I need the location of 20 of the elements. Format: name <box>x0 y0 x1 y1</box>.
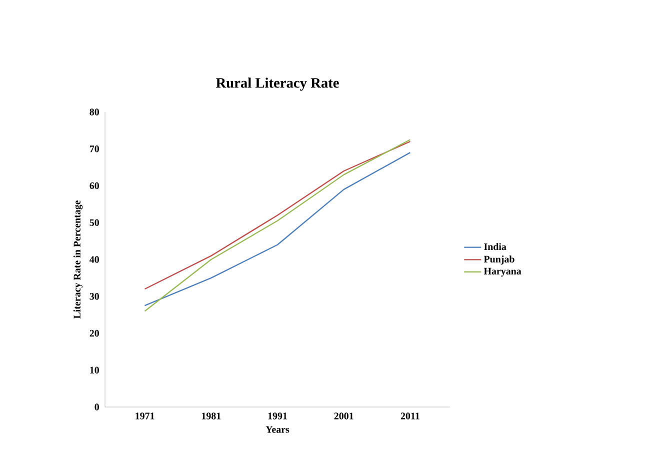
y-tick-label: 40 <box>90 256 99 263</box>
y-tick-label: 20 <box>90 330 99 337</box>
x-tick-label: 2001 <box>334 412 354 420</box>
y-tick-label: 10 <box>90 366 99 374</box>
y-tick-label: 30 <box>90 293 99 300</box>
y-axis-title: Literacy Rate in Percentage <box>73 200 83 319</box>
x-tick-label: 1981 <box>202 412 221 420</box>
legend-label: Punjab <box>484 255 514 265</box>
legend-label: Haryana <box>484 268 522 277</box>
y-tick-label: 80 <box>90 108 99 116</box>
x-axis-title: Years <box>266 426 290 433</box>
x-tick-label: 1991 <box>268 412 287 420</box>
x-tick-label: 2011 <box>400 412 420 420</box>
x-tick-label: 1971 <box>136 412 154 420</box>
y-tick-label: 0 <box>94 404 99 410</box>
legend-label: India <box>484 243 506 250</box>
y-tick-label: 60 <box>90 182 99 190</box>
y-tick-label: 70 <box>90 146 99 152</box>
y-tick-label: 50 <box>90 219 99 226</box>
chart-title: Rural Literacy Rate <box>216 78 339 91</box>
